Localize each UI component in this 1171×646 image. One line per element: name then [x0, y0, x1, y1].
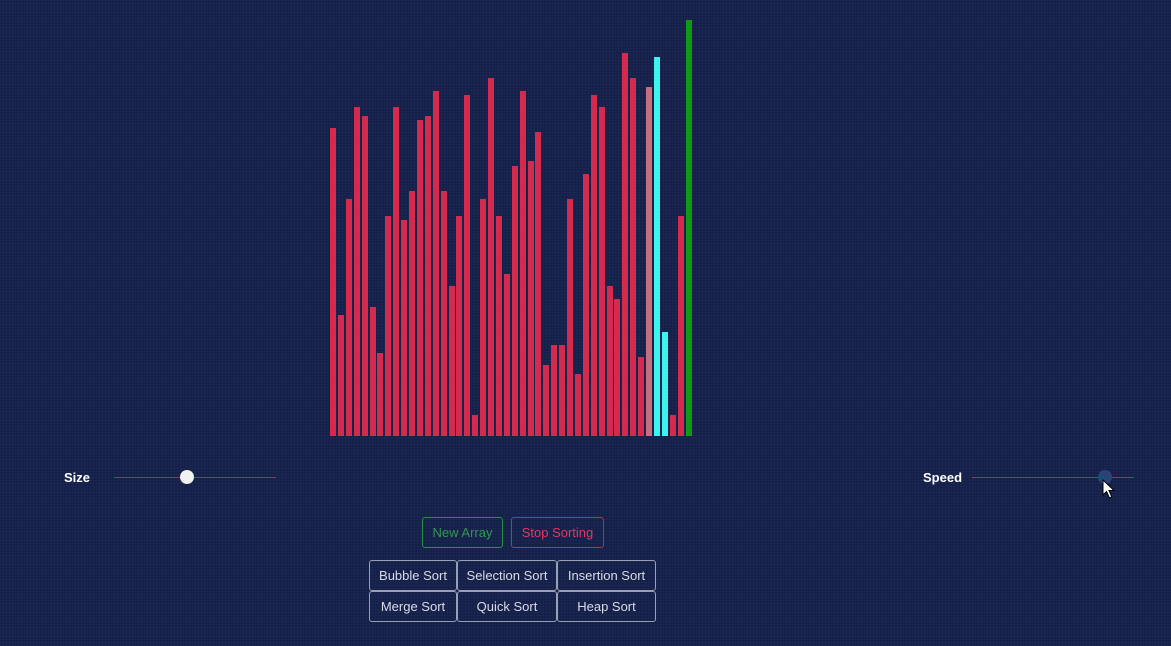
array-bar: [337, 315, 344, 436]
selection-sort-button[interactable]: Selection Sort: [457, 560, 557, 591]
array-bar: [503, 273, 510, 436]
array-bar: [495, 215, 502, 436]
array-bar: [330, 128, 336, 436]
array-bar: [638, 357, 645, 436]
array-bar: [424, 115, 431, 436]
array-bar: [598, 107, 605, 436]
array-bar: [401, 219, 408, 436]
array-bar: [464, 94, 471, 436]
array-bar: [456, 215, 463, 436]
array-bar: [614, 298, 621, 436]
array-bar: [567, 198, 573, 436]
array-bar: [385, 215, 392, 436]
array-bar: [345, 198, 352, 436]
speed-slider-thumb[interactable]: [1097, 470, 1112, 484]
array-bar: [551, 344, 558, 436]
stop-sorting-button[interactable]: Stop Sorting: [511, 517, 604, 548]
array-bar: [582, 173, 589, 436]
array-bar: [535, 132, 542, 436]
array-bar: [440, 190, 447, 436]
quick-sort-button[interactable]: Quick Sort: [457, 591, 557, 622]
array-bar: [590, 94, 597, 436]
array-bar: [646, 86, 652, 436]
size-slider-track[interactable]: [114, 477, 276, 478]
array-bar: [685, 20, 692, 436]
size-slider-thumb[interactable]: [179, 470, 194, 484]
bubble-sort-button[interactable]: Bubble Sort: [369, 560, 457, 591]
array-bar: [361, 115, 368, 436]
array-bar: [409, 190, 415, 436]
array-bar: [519, 90, 526, 436]
array-bar: [606, 286, 613, 436]
array-bar: [416, 119, 423, 436]
array-bar: [472, 415, 479, 436]
speed-label: Speed: [923, 470, 963, 485]
array-bar: [630, 78, 637, 436]
array-bar: [527, 161, 534, 436]
array-bar: [622, 53, 629, 436]
array-bar: [393, 107, 400, 436]
array-bar: [488, 78, 494, 436]
array-bar: [574, 373, 581, 436]
array-bar: [543, 365, 550, 436]
algorithm-button-grid: Bubble Sort Selection Sort Insertion Sor…: [369, 560, 656, 622]
array-bar: [448, 286, 455, 436]
mouse-cursor-icon: [1102, 479, 1116, 499]
array-bar: [559, 344, 566, 436]
array-bar: [377, 352, 384, 436]
speed-slider-track[interactable]: [972, 477, 1134, 478]
array-bar: [511, 165, 518, 436]
speed-slider[interactable]: [972, 470, 1134, 486]
array-bar: [677, 215, 684, 436]
array-bar: [353, 107, 360, 436]
heap-sort-button[interactable]: Heap Sort: [557, 591, 656, 622]
size-label: Size: [64, 470, 91, 485]
array-bar: [369, 307, 376, 436]
array-bar: [653, 57, 660, 436]
array-bar: [669, 415, 676, 436]
merge-sort-button[interactable]: Merge Sort: [369, 591, 457, 622]
size-slider[interactable]: [114, 470, 276, 486]
array-bar: [432, 90, 439, 436]
insertion-sort-button[interactable]: Insertion Sort: [557, 560, 656, 591]
new-array-button[interactable]: New Array: [422, 517, 503, 548]
array-bar: [661, 332, 668, 436]
array-bars-container: [330, 20, 696, 436]
array-bar: [480, 198, 487, 436]
